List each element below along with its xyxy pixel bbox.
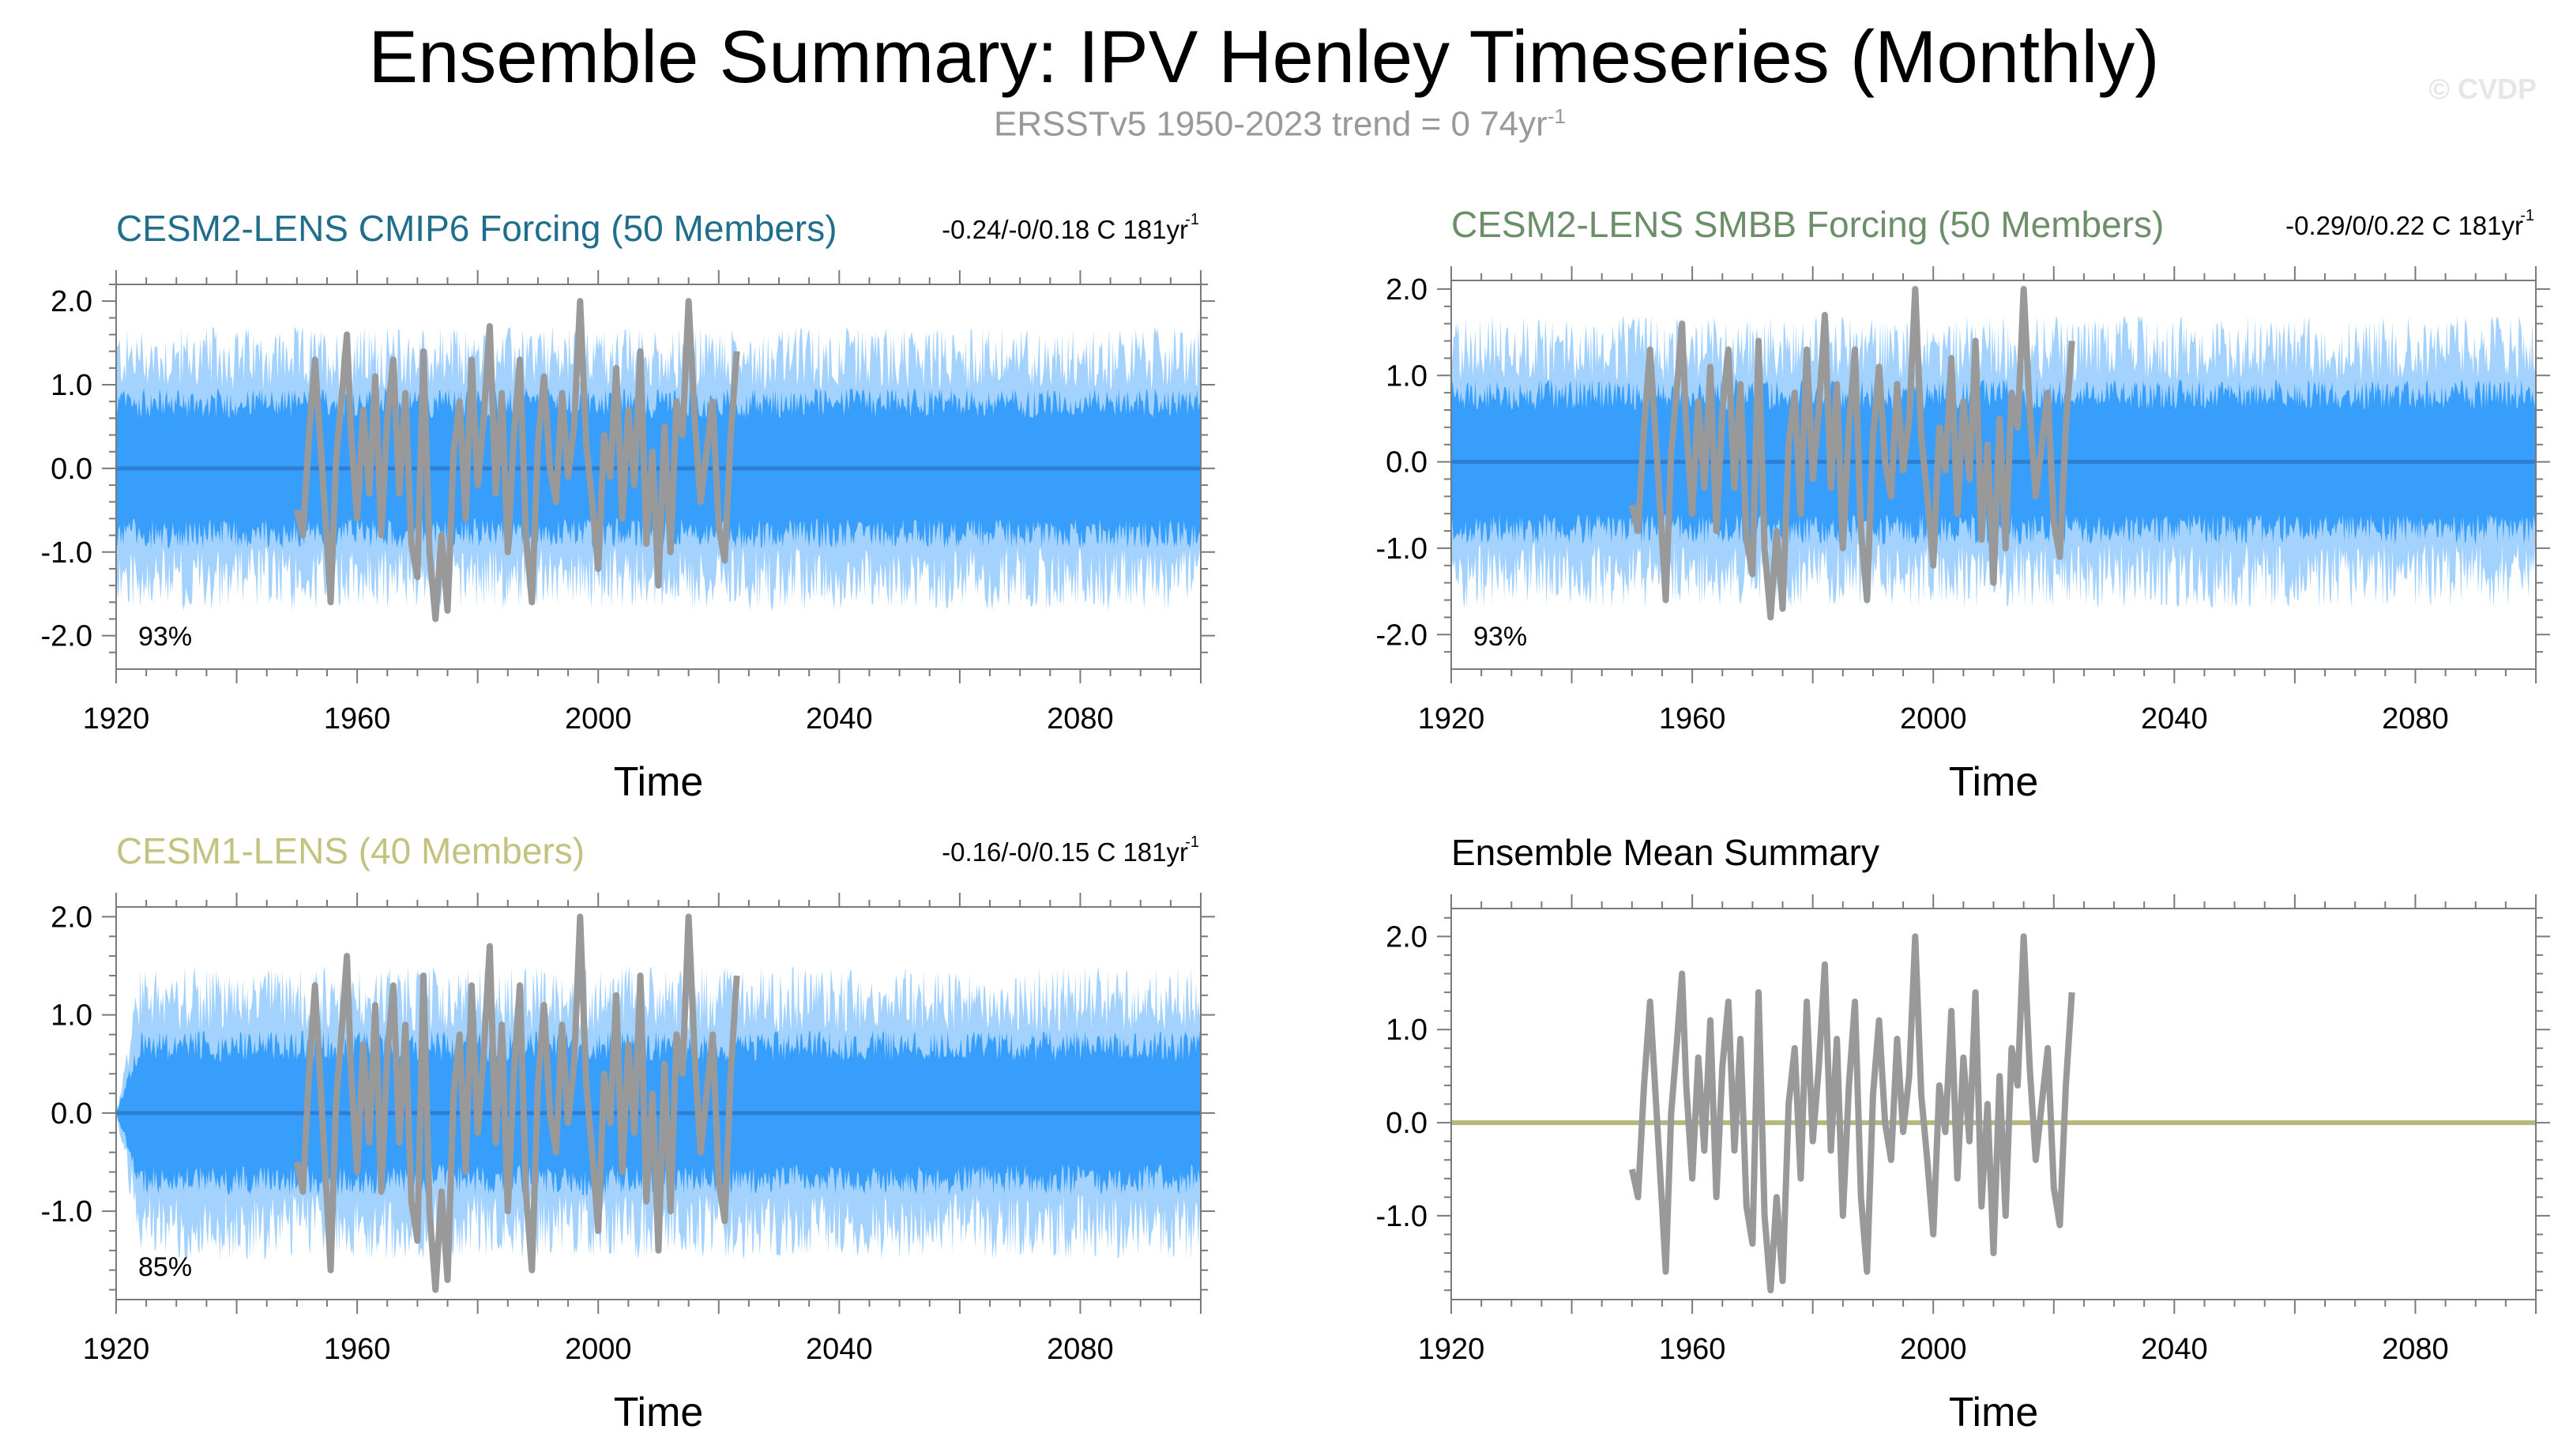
x-tick-label: 2080 (1047, 702, 1114, 736)
subtitle-text: ERSSTv5 1950-2023 trend = 0 74yr (994, 104, 1548, 144)
y-tick-label: 1.0 (51, 999, 92, 1033)
y-tick-label: 0.0 (51, 453, 92, 486)
x-axis-label: Time (614, 1390, 704, 1435)
x-tick-label: 2000 (565, 1333, 632, 1366)
y-tick-label: 0.0 (1386, 1107, 1428, 1140)
x-tick-label: 1920 (1418, 1333, 1485, 1366)
y-tick-label: 2.0 (1386, 273, 1428, 307)
x-tick-label: 1920 (83, 702, 150, 736)
y-tick-label: 0.0 (51, 1097, 92, 1131)
trend-label-sup: -1 (1185, 833, 1199, 851)
x-tick-label: 2040 (806, 702, 873, 736)
trend-label: -0.24/-0/0.18 C 181yr (942, 215, 1188, 244)
chart-panel-1: 1920 1960 2000 2040 2080 2.0 1.0 0.0 -1.0 -2.0 Tim… (41, 208, 1215, 805)
panel-title: CESM1-LENS (40 Members) (116, 830, 585, 871)
page-title: Ensemble Summary: IPV Henley Timeseries … (368, 15, 2160, 98)
y-tick-label: -1.0 (1376, 532, 1428, 566)
x-tick-label: 1920 (1418, 702, 1485, 736)
x-tick-label: 1960 (1659, 1333, 1726, 1366)
y-tick-label: 1.0 (1386, 1014, 1428, 1047)
credit-watermark: © CVDP (2428, 73, 2537, 105)
x-tick-label: 1960 (324, 1333, 391, 1366)
chart-panel-3: 1920 1960 2000 2040 2080 2.0 1.0 0.0 -1.0 Time CES… (41, 830, 1215, 1435)
y-tick-label: 2.0 (51, 901, 92, 934)
x-axis-label: Time (614, 759, 704, 805)
observations-line (1628, 285, 2075, 621)
y-tick-label: -1.0 (41, 536, 92, 570)
panel-title: CESM2-LENS CMIP6 Forcing (50 Members) (116, 208, 837, 249)
observations-line (293, 913, 740, 1293)
trend-label: -0.16/-0/0.15 C 181yr (942, 837, 1188, 867)
trend-label-sup: -1 (2520, 207, 2534, 224)
percent-label: 93% (1473, 622, 1527, 652)
x-tick-label: 1960 (1659, 702, 1726, 736)
x-axis-label: Time (1949, 759, 2039, 805)
observations-line (1628, 933, 2075, 1294)
y-tick-label: 1.0 (1386, 359, 1428, 393)
trend-label: -0.29/0/0.22 C 181yr (2285, 211, 2523, 240)
y-tick-label: -2.0 (41, 620, 92, 653)
chart-panel-2: 1920 1960 2000 2040 2080 2.0 1.0 0.0 -1.0 -2.0 Tim… (1376, 204, 2550, 805)
subtitle-sup: -1 (1547, 104, 1566, 128)
x-tick-label: 2000 (1900, 702, 1967, 736)
y-tick-label: 2.0 (1386, 920, 1428, 954)
x-tick-label: 2080 (2382, 1333, 2449, 1366)
y-tick-label: 2.0 (51, 285, 92, 318)
y-tick-label: 0.0 (1386, 446, 1428, 480)
x-tick-label: 1920 (83, 1333, 150, 1366)
percent-label: 93% (138, 622, 192, 652)
percent-label: 85% (138, 1252, 192, 1282)
y-tick-label: -1.0 (41, 1195, 92, 1228)
y-tick-label: -1.0 (1376, 1200, 1428, 1233)
panel-title: Ensemble Mean Summary (1451, 832, 1879, 873)
plot-area (1451, 933, 2536, 1294)
x-tick-label: 2040 (2141, 1333, 2208, 1366)
x-tick-label: 2080 (2382, 702, 2449, 736)
plot-area (1451, 285, 2536, 621)
plot-area (116, 298, 1201, 623)
x-tick-label: 2080 (1047, 1333, 1114, 1366)
plot-area (116, 913, 1201, 1293)
y-tick-label: -2.0 (1376, 619, 1428, 652)
panel-title: CESM2-LENS SMBB Forcing (50 Members) (1451, 204, 2164, 245)
x-tick-label: 2000 (1900, 1333, 1967, 1366)
y-tick-label: 1.0 (51, 369, 92, 402)
trend-label-sup: -1 (1185, 211, 1199, 228)
x-tick-label: 2040 (806, 1333, 873, 1366)
page-subtitle: ERSSTv5 1950-2023 trend = 0 74yr-1 (0, 104, 2560, 145)
x-tick-label: 2000 (565, 702, 632, 736)
x-tick-label: 1960 (324, 702, 391, 736)
x-tick-label: 2040 (2141, 702, 2208, 736)
chart-panel-4: 1920 1960 2000 2040 2080 2.0 1.0 0.0 -1.0 Time Ens… (1376, 832, 2550, 1435)
x-axis-label: Time (1949, 1390, 2039, 1435)
observations-line (293, 298, 740, 623)
